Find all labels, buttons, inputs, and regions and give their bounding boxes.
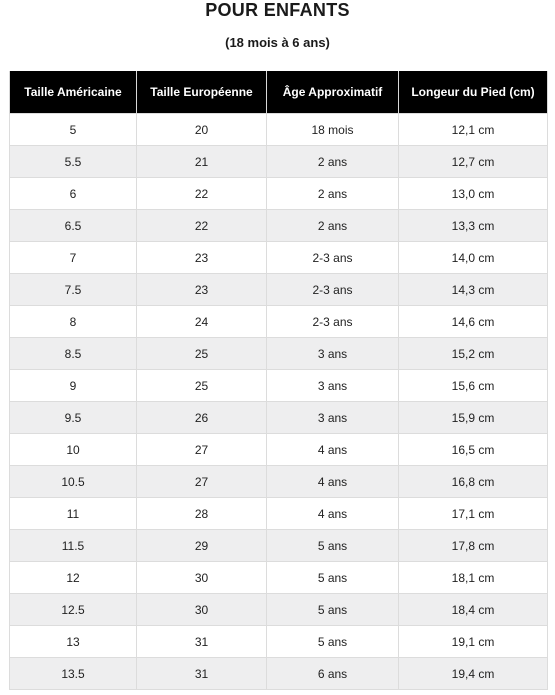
table-row: 11 28 4 ans 17,1 cm [9,497,548,530]
table-row: 6.5 22 2 ans 13,3 cm [9,209,548,242]
cell-approx-age: 5 ans [266,561,399,594]
cell-foot-length: 17,1 cm [398,497,548,530]
cell-foot-length: 19,1 cm [398,625,548,658]
page-title: POUR ENFANTS [205,0,350,20]
cell-approx-age: 18 mois [266,113,399,146]
cell-us-size: 7.5 [9,273,137,306]
cell-eu-size: 23 [136,241,267,274]
cell-us-size: 11 [9,497,137,530]
table-row: 10 27 4 ans 16,5 cm [9,433,548,466]
cell-foot-length: 13,3 cm [398,209,548,242]
size-chart-table: Taille Américaine Taille Européenne Âge … [9,71,548,690]
cell-eu-size: 31 [136,625,267,658]
cell-approx-age: 4 ans [266,433,399,466]
table-row: 9 25 3 ans 15,6 cm [9,369,548,402]
cell-eu-size: 30 [136,593,267,626]
page-subtitle: (18 mois à 6 ans) [225,35,330,50]
table-row: 7 23 2-3 ans 14,0 cm [9,241,548,274]
header-eu-size: Taille Européenne [136,71,267,114]
table-row: 8 24 2-3 ans 14,6 cm [9,305,548,338]
cell-foot-length: 15,2 cm [398,337,548,370]
cell-eu-size: 28 [136,497,267,530]
cell-eu-size: 24 [136,305,267,338]
cell-approx-age: 2-3 ans [266,273,399,306]
header-foot-length: Longeur du Pied (cm) [398,71,548,114]
cell-eu-size: 22 [136,177,267,210]
cell-eu-size: 27 [136,465,267,498]
cell-foot-length: 16,5 cm [398,433,548,466]
cell-eu-size: 31 [136,657,267,690]
cell-us-size: 6 [9,177,137,210]
table-row: 5 20 18 mois 12,1 cm [9,113,548,146]
cell-approx-age: 2 ans [266,177,399,210]
cell-us-size: 12.5 [9,593,137,626]
cell-eu-size: 23 [136,273,267,306]
table-header-row: Taille Américaine Taille Européenne Âge … [9,71,548,114]
cell-us-size: 13 [9,625,137,658]
cell-approx-age: 3 ans [266,369,399,402]
cell-foot-length: 18,1 cm [398,561,548,594]
table-row: 12.5 30 5 ans 18,4 cm [9,593,548,626]
cell-approx-age: 5 ans [266,593,399,626]
cell-approx-age: 5 ans [266,529,399,562]
table-row: 7.5 23 2-3 ans 14,3 cm [9,273,548,306]
table-row: 9.5 26 3 ans 15,9 cm [9,401,548,434]
cell-us-size: 11.5 [9,529,137,562]
cell-foot-length: 16,8 cm [398,465,548,498]
cell-us-size: 9 [9,369,137,402]
cell-us-size: 9.5 [9,401,137,434]
cell-foot-length: 12,1 cm [398,113,548,146]
table-row: 8.5 25 3 ans 15,2 cm [9,337,548,370]
table-row: 5.5 21 2 ans 12,7 cm [9,145,548,178]
cell-approx-age: 2 ans [266,145,399,178]
cell-approx-age: 5 ans [266,625,399,658]
cell-approx-age: 3 ans [266,401,399,434]
header-approx-age: Âge Approximatif [266,71,399,114]
cell-eu-size: 29 [136,529,267,562]
cell-us-size: 8.5 [9,337,137,370]
table-row: 11.5 29 5 ans 17,8 cm [9,529,548,562]
cell-eu-size: 21 [136,145,267,178]
cell-us-size: 6.5 [9,209,137,242]
cell-us-size: 10.5 [9,465,137,498]
cell-eu-size: 25 [136,369,267,402]
cell-approx-age: 2-3 ans [266,305,399,338]
cell-foot-length: 14,3 cm [398,273,548,306]
table-row: 12 30 5 ans 18,1 cm [9,561,548,594]
cell-approx-age: 6 ans [266,657,399,690]
cell-foot-length: 19,4 cm [398,657,548,690]
cell-us-size: 5.5 [9,145,137,178]
cell-eu-size: 20 [136,113,267,146]
cell-foot-length: 14,0 cm [398,241,548,274]
cell-eu-size: 30 [136,561,267,594]
cell-foot-length: 14,6 cm [398,305,548,338]
table-row: 13 31 5 ans 19,1 cm [9,625,548,658]
cell-approx-age: 4 ans [266,465,399,498]
cell-foot-length: 15,9 cm [398,401,548,434]
cell-us-size: 7 [9,241,137,274]
cell-us-size: 8 [9,305,137,338]
cell-eu-size: 25 [136,337,267,370]
cell-approx-age: 3 ans [266,337,399,370]
cell-us-size: 10 [9,433,137,466]
cell-eu-size: 22 [136,209,267,242]
cell-approx-age: 4 ans [266,497,399,530]
table-body: 5 20 18 mois 12,1 cm 5.5 21 2 ans 12,7 cm 6 22 2 a… [9,113,548,690]
cell-approx-age: 2-3 ans [266,241,399,274]
cell-foot-length: 18,4 cm [398,593,548,626]
cell-eu-size: 27 [136,433,267,466]
cell-eu-size: 26 [136,401,267,434]
cell-foot-length: 17,8 cm [398,529,548,562]
cell-approx-age: 2 ans [266,209,399,242]
table-row: 6 22 2 ans 13,0 cm [9,177,548,210]
cell-foot-length: 12,7 cm [398,145,548,178]
table-row: 10.5 27 4 ans 16,8 cm [9,465,548,498]
cell-foot-length: 15,6 cm [398,369,548,402]
cell-foot-length: 13,0 cm [398,177,548,210]
cell-us-size: 12 [9,561,137,594]
header-us-size: Taille Américaine [9,71,137,114]
cell-us-size: 5 [9,113,137,146]
cell-us-size: 13.5 [9,657,137,690]
table-row: 13.5 31 6 ans 19,4 cm [9,657,548,690]
